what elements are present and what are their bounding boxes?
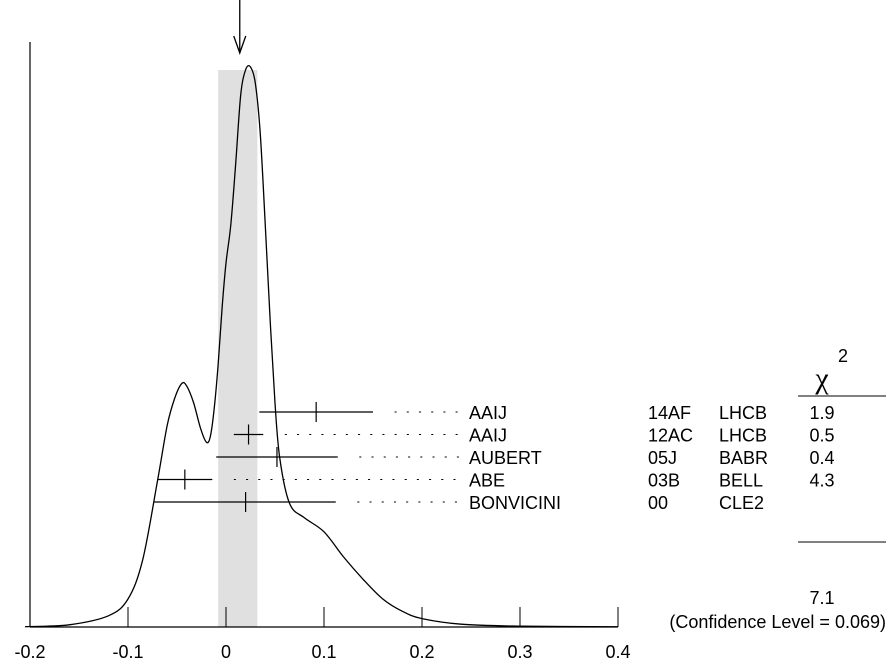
measurement-name: AAIJ xyxy=(469,403,507,423)
ideogram-curve-path xyxy=(25,65,619,628)
x-tick-label: 0 xyxy=(221,642,231,662)
measurement-experiment: BABR xyxy=(719,448,768,468)
measurement-experiment: LHCB xyxy=(719,403,767,423)
arrow-head xyxy=(233,35,247,55)
x-tick-label: -0.1 xyxy=(112,642,143,662)
measurement-ref: 03B xyxy=(648,471,680,491)
measurement-chi2: 0.4 xyxy=(809,448,834,468)
measurement-row: ABE 03B BELL 4.3 xyxy=(157,469,835,491)
measurement-experiment: CLE2 xyxy=(719,493,764,513)
measurement-name: BONVICINI xyxy=(469,493,561,513)
x-tick-label: 0.2 xyxy=(409,642,434,662)
chi2-column: χ 2 7.1 (Confidence Level = 0.069) xyxy=(669,346,886,632)
measurement-chi2: 4.3 xyxy=(809,471,834,491)
measurement-ref: 12AC xyxy=(648,426,693,446)
measurement-chi2: 1.9 xyxy=(809,403,834,423)
measurement-chi2: 0.5 xyxy=(809,426,834,446)
chi2-total: 7.1 xyxy=(809,588,834,608)
measurement-row: AAIJ 12AC LHCB 0.5 xyxy=(233,424,835,446)
measurement-experiment: LHCB xyxy=(719,426,767,446)
measurement-name: ABE xyxy=(469,471,505,491)
measurement-name: AAIJ xyxy=(469,426,507,446)
measurement-row: AAIJ 14AF LHCB 1.9 xyxy=(259,402,835,423)
measurement-row: AUBERT 05J BABR 0.4 xyxy=(216,447,835,468)
measurement-ref: 00 xyxy=(648,493,668,513)
measurement-ref: 14AF xyxy=(648,403,691,423)
x-tick-label: 0.1 xyxy=(311,642,336,662)
confidence-level: (Confidence Level = 0.069) xyxy=(669,612,886,632)
chi2-header-exponent: 2 xyxy=(838,346,848,366)
ideogram-curve xyxy=(25,65,619,628)
chi2-header: χ xyxy=(814,362,829,395)
measurement-ref: 05J xyxy=(648,448,677,468)
average-arrow-icon xyxy=(233,0,247,55)
measurement-name: AUBERT xyxy=(469,448,542,468)
x-tick-labels: -0.2 -0.1 0 0.1 0.2 0.3 0.4 xyxy=(14,642,630,662)
x-tick-label: 0.3 xyxy=(507,642,532,662)
measurement-row: BONVICINI 00 CLE2 xyxy=(154,492,764,513)
measurements: AAIJ 14AF LHCB 1.9 AAIJ 12AC LHCB 0.5 AUBERT 05J B… xyxy=(154,402,835,513)
measurement-experiment: BELL xyxy=(719,471,763,491)
x-tick-label: -0.2 xyxy=(14,642,45,662)
average-band xyxy=(218,70,258,627)
average-band-rect xyxy=(218,70,258,627)
x-tick-label: 0.4 xyxy=(605,642,630,662)
axes xyxy=(29,42,619,628)
